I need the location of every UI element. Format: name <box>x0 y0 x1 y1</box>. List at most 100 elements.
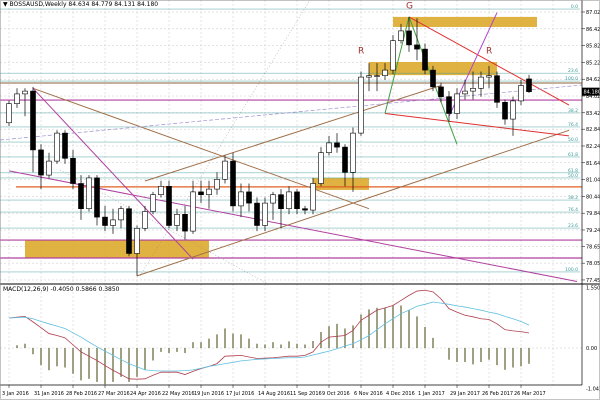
candle-bearish[interactable] <box>438 86 444 98</box>
candle-bearish[interactable] <box>102 216 108 226</box>
trendline[interactable] <box>32 87 194 260</box>
candle-bearish[interactable] <box>246 191 252 204</box>
candle-bullish[interactable] <box>350 132 356 173</box>
supply-demand-zone[interactable] <box>25 240 209 258</box>
candle-bullish[interactable] <box>22 90 28 95</box>
candle-bullish[interactable] <box>190 191 196 232</box>
candle-bullish[interactable] <box>366 75 372 78</box>
dotted-trendline[interactable] <box>139 0 311 277</box>
candle-bearish[interactable] <box>342 146 348 173</box>
candle-bullish[interactable] <box>390 40 396 71</box>
candle-bullish[interactable] <box>118 208 124 221</box>
dashed-trendline[interactable] <box>0 84 583 141</box>
candle-bearish[interactable] <box>70 158 76 184</box>
trendline[interactable] <box>408 16 570 106</box>
candle-bearish[interactable] <box>502 102 508 120</box>
candle-bearish[interactable] <box>62 132 68 159</box>
macd-values: -0.4050 0.5866 0.3850 <box>50 286 120 293</box>
candle-bullish[interactable] <box>382 69 388 76</box>
candle-bearish[interactable] <box>406 30 412 46</box>
candle-bullish[interactable] <box>374 75 380 77</box>
candle-bullish[interactable] <box>262 202 268 226</box>
trendline[interactable] <box>136 129 570 277</box>
candle-bearish[interactable] <box>526 78 532 92</box>
price-tick-label: 81.640 <box>586 161 600 167</box>
candle-bullish[interactable] <box>462 90 468 95</box>
candle-bullish[interactable] <box>510 100 516 120</box>
trendline[interactable] <box>384 113 570 137</box>
candle-bullish[interactable] <box>222 160 228 180</box>
time-tick-label: 4 Dec 2016 <box>386 391 415 397</box>
candle-bearish[interactable] <box>94 177 100 218</box>
candle-bullish[interactable] <box>14 93 20 105</box>
macd-tick-label: 0.00 <box>586 346 597 352</box>
candle-bullish[interactable] <box>110 219 116 226</box>
time-tick-label: 3 Jan 2016 <box>2 391 29 397</box>
candle-bearish[interactable] <box>294 191 300 209</box>
candle-bullish[interactable] <box>46 160 52 176</box>
fibonacci-level-label: 38.2 <box>568 195 578 201</box>
candle-bearish[interactable] <box>126 208 132 254</box>
collapse-triangle-icon[interactable]: ▼ <box>3 1 8 8</box>
candle-bearish[interactable] <box>494 75 500 103</box>
candle-bullish[interactable] <box>478 76 484 89</box>
candle-bullish[interactable] <box>86 177 92 209</box>
candle-bearish[interactable] <box>182 214 188 232</box>
candle-bullish[interactable] <box>286 191 292 209</box>
supply-demand-zone[interactable] <box>393 16 537 27</box>
candle-bullish[interactable] <box>518 85 524 102</box>
candle-bearish[interactable] <box>278 194 284 209</box>
candle-bearish[interactable] <box>446 96 452 114</box>
candle-bullish[interactable] <box>214 179 220 190</box>
candle-bullish[interactable] <box>158 186 164 196</box>
candle-bullish[interactable] <box>6 103 12 124</box>
trendline[interactable] <box>384 16 410 114</box>
candle-bullish[interactable] <box>54 132 60 162</box>
candle-bullish[interactable] <box>318 152 324 184</box>
candle-bullish[interactable] <box>270 194 276 204</box>
candle-bullish[interactable] <box>174 214 180 226</box>
candle-bullish[interactable] <box>134 228 140 254</box>
symbol-label: BOSSAUSD,Weekly <box>9 1 67 8</box>
time-tick-label: 31 Jan 2016 <box>34 391 64 397</box>
candle-bullish[interactable] <box>310 183 316 211</box>
price-tick-label: 85.825 <box>586 44 600 50</box>
price-tick-label: 83.425 <box>586 111 600 117</box>
macd-signal-line <box>8 301 530 372</box>
trendline[interactable] <box>8 170 578 282</box>
candle-bullish[interactable] <box>150 194 156 212</box>
candle-bearish[interactable] <box>430 69 436 88</box>
candle-bearish[interactable] <box>334 142 340 148</box>
candle-bearish[interactable] <box>302 208 308 211</box>
time-tick-label: 24 Apr 2016 <box>130 391 161 397</box>
candle-bearish[interactable] <box>230 160 236 207</box>
candle-bullish[interactable] <box>454 93 460 114</box>
candle-bearish[interactable] <box>78 183 84 210</box>
candle-bearish[interactable] <box>422 48 428 71</box>
time-tick-label: 1 Jan 2017 <box>418 391 445 397</box>
candle-bullish[interactable] <box>206 188 212 196</box>
candle-bullish[interactable] <box>470 88 476 92</box>
candle-bearish[interactable] <box>166 186 172 226</box>
trendline[interactable] <box>144 85 442 182</box>
candle-bearish[interactable] <box>198 191 204 195</box>
candle-bearish[interactable] <box>38 149 44 176</box>
macd-tick-label: 1.5503 <box>586 286 600 292</box>
time-tick-label: 6 Nov 2016 <box>354 391 383 397</box>
candle-bearish[interactable] <box>254 202 260 226</box>
candle-bullish[interactable] <box>326 142 332 153</box>
candle-bullish[interactable] <box>142 211 148 229</box>
macd-label: MACD(12,26,9) <box>3 286 49 293</box>
fibonacci-level-label: 76.4 <box>568 122 578 128</box>
candle-bearish[interactable] <box>414 44 420 50</box>
candle-bearish[interactable] <box>30 90 36 151</box>
current-price-label: 84.180 <box>584 90 600 96</box>
macd-header: MACD(12,26,9) -0.4050 0.5866 0.3850 <box>3 286 119 293</box>
candle-bullish[interactable] <box>486 75 492 78</box>
candle-bullish[interactable] <box>358 76 364 134</box>
price-tick-label: 87.025 <box>586 10 600 16</box>
candle-bullish[interactable] <box>398 30 404 41</box>
candle-bullish[interactable] <box>238 191 244 207</box>
